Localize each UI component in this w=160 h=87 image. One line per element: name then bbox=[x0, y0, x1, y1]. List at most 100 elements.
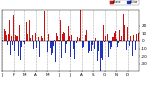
Bar bbox=[38, 37, 39, 41]
Bar bbox=[123, 14, 124, 41]
Bar bbox=[73, 41, 74, 49]
Bar bbox=[2, 40, 3, 41]
Bar bbox=[98, 41, 99, 51]
Bar bbox=[36, 41, 37, 48]
Bar bbox=[103, 25, 104, 41]
Bar bbox=[62, 34, 63, 41]
Bar bbox=[14, 41, 15, 51]
Bar bbox=[46, 27, 47, 41]
Bar bbox=[18, 41, 19, 56]
Bar bbox=[135, 41, 136, 50]
Bar bbox=[116, 39, 117, 41]
Bar bbox=[25, 41, 26, 53]
Bar bbox=[26, 22, 27, 41]
Bar bbox=[13, 15, 14, 41]
Bar bbox=[113, 37, 114, 41]
Bar bbox=[72, 41, 73, 54]
Bar bbox=[115, 31, 116, 41]
Bar bbox=[53, 41, 54, 46]
Bar bbox=[35, 33, 36, 41]
Bar bbox=[12, 41, 13, 45]
Bar bbox=[10, 41, 11, 55]
Bar bbox=[87, 41, 88, 57]
Bar bbox=[130, 36, 131, 41]
Bar bbox=[33, 41, 34, 49]
Bar bbox=[94, 41, 95, 49]
Bar bbox=[85, 35, 86, 41]
Bar bbox=[128, 41, 129, 43]
Bar bbox=[69, 36, 70, 41]
Bar bbox=[31, 38, 32, 41]
Bar bbox=[60, 20, 61, 41]
Bar bbox=[9, 20, 10, 41]
Bar bbox=[101, 41, 102, 58]
Bar bbox=[126, 41, 127, 50]
Bar bbox=[84, 16, 85, 41]
Bar bbox=[80, 0, 81, 41]
Bar bbox=[27, 34, 28, 41]
Bar bbox=[29, 20, 30, 41]
Bar bbox=[16, 36, 17, 41]
Bar bbox=[97, 41, 98, 61]
Bar bbox=[104, 41, 105, 42]
Bar bbox=[39, 41, 40, 58]
Bar bbox=[65, 41, 66, 53]
Bar bbox=[43, 41, 44, 64]
Bar bbox=[40, 41, 41, 50]
Bar bbox=[56, 33, 57, 41]
Bar bbox=[74, 41, 75, 59]
Bar bbox=[6, 35, 7, 41]
Bar bbox=[132, 41, 133, 56]
Bar bbox=[61, 41, 62, 58]
Bar bbox=[68, 26, 69, 41]
Bar bbox=[24, 41, 25, 44]
Bar bbox=[47, 41, 48, 52]
Bar bbox=[99, 33, 100, 41]
Bar bbox=[76, 41, 77, 43]
Bar bbox=[30, 38, 31, 41]
Bar bbox=[136, 34, 137, 41]
Bar bbox=[110, 41, 111, 49]
Bar bbox=[86, 30, 87, 41]
Bar bbox=[48, 34, 49, 41]
Bar bbox=[109, 41, 110, 43]
Bar bbox=[100, 41, 101, 82]
Bar bbox=[70, 41, 71, 57]
Bar bbox=[79, 38, 80, 41]
Bar bbox=[121, 36, 122, 41]
Bar bbox=[91, 41, 92, 52]
Bar bbox=[112, 37, 113, 41]
Bar bbox=[95, 38, 96, 41]
Bar bbox=[125, 31, 126, 41]
Bar bbox=[55, 41, 56, 62]
Bar bbox=[124, 25, 125, 41]
Bar bbox=[92, 41, 93, 45]
Bar bbox=[89, 41, 90, 52]
Bar bbox=[32, 35, 33, 41]
Legend: Above, Below: Above, Below bbox=[110, 0, 139, 5]
Bar bbox=[77, 37, 78, 41]
Bar bbox=[133, 35, 134, 41]
Bar bbox=[54, 39, 55, 41]
Bar bbox=[67, 40, 68, 41]
Bar bbox=[28, 20, 29, 41]
Bar bbox=[71, 35, 72, 41]
Bar bbox=[17, 36, 18, 41]
Bar bbox=[102, 41, 103, 60]
Bar bbox=[118, 41, 119, 43]
Bar bbox=[4, 29, 5, 41]
Bar bbox=[131, 41, 132, 44]
Bar bbox=[114, 33, 115, 41]
Bar bbox=[127, 27, 128, 41]
Bar bbox=[58, 40, 59, 41]
Bar bbox=[111, 41, 112, 47]
Bar bbox=[82, 41, 83, 48]
Bar bbox=[50, 41, 51, 48]
Bar bbox=[59, 40, 60, 41]
Bar bbox=[57, 36, 58, 41]
Bar bbox=[138, 33, 139, 41]
Bar bbox=[41, 36, 42, 41]
Bar bbox=[11, 37, 12, 41]
Bar bbox=[83, 41, 84, 47]
Bar bbox=[129, 41, 130, 46]
